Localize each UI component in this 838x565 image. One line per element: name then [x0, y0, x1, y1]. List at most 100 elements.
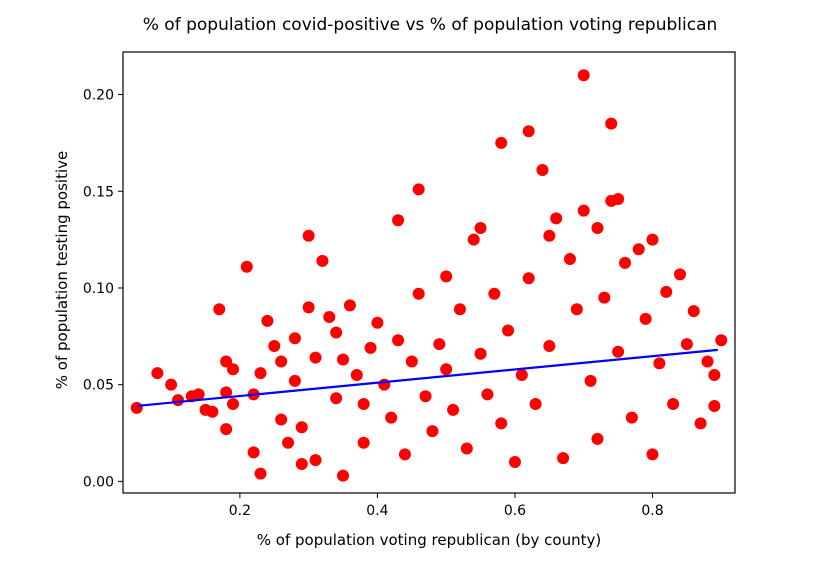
y-tick-label: 0.00 [83, 474, 114, 490]
data-point [591, 432, 604, 445]
data-point [660, 285, 673, 298]
data-point [302, 229, 315, 242]
chart-title: % of population covid-positive vs % of p… [143, 15, 718, 35]
data-point [412, 287, 425, 300]
data-point [694, 417, 707, 430]
data-point [708, 369, 721, 382]
fit-line-layer [136, 348, 718, 408]
data-point [584, 374, 597, 387]
data-point [426, 425, 439, 438]
x-axis-label: % of population voting republican (by co… [257, 531, 601, 549]
data-point [254, 467, 267, 480]
data-point [577, 204, 590, 217]
data-point [309, 351, 322, 364]
data-point [495, 136, 508, 149]
data-point [220, 386, 233, 399]
data-point [495, 417, 508, 430]
data-point [337, 469, 350, 482]
data-point [701, 355, 714, 368]
data-point [646, 448, 659, 461]
data-point [288, 332, 301, 345]
data-point [522, 272, 535, 285]
data-point [275, 413, 288, 426]
data-point [522, 125, 535, 138]
x-tick-label: 0.6 [504, 503, 526, 519]
data-point [550, 212, 563, 225]
data-point [371, 316, 384, 329]
data-point [543, 340, 556, 352]
data-point [261, 314, 274, 327]
data-point [302, 301, 315, 314]
data-point [612, 193, 625, 205]
data-point [419, 390, 432, 403]
data-point [330, 326, 343, 339]
data-point [598, 291, 611, 304]
y-tick-label: 0.10 [83, 281, 114, 297]
data-point [309, 454, 322, 467]
data-point [447, 403, 460, 416]
data-point [192, 388, 205, 401]
data-point [502, 324, 515, 337]
x-tick-label: 0.4 [366, 503, 388, 519]
data-point [275, 355, 288, 368]
data-point [474, 347, 487, 360]
data-point [570, 303, 583, 316]
data-point [392, 214, 405, 227]
y-tick-label: 0.05 [83, 378, 114, 394]
data-point [680, 338, 693, 351]
x-axis-ticks: 0.2 0.4 0.6 0.8 [229, 493, 664, 519]
plot-area [122, 51, 736, 494]
data-point [557, 452, 570, 465]
y-tick-label: 0.15 [83, 184, 114, 200]
data-point [467, 233, 480, 246]
data-point [612, 345, 625, 358]
data-point [165, 378, 178, 391]
data-point [172, 394, 185, 407]
data-point [460, 442, 473, 455]
data-point [357, 398, 370, 411]
points-layer [130, 69, 728, 482]
data-point [151, 367, 164, 380]
data-point [130, 401, 143, 414]
data-point [529, 398, 542, 411]
data-point [605, 117, 618, 130]
data-point [350, 369, 363, 382]
data-point [543, 229, 556, 242]
data-point [295, 457, 308, 470]
data-point [577, 69, 590, 82]
data-point [323, 310, 336, 323]
data-point [330, 392, 343, 405]
data-point [515, 369, 528, 382]
data-point [282, 436, 295, 449]
x-tick-label: 0.2 [229, 503, 251, 519]
data-point [687, 305, 700, 318]
data-point [673, 268, 686, 281]
data-point [536, 163, 549, 176]
data-point [667, 398, 680, 411]
data-point [227, 363, 240, 376]
data-point [227, 398, 240, 411]
data-point [220, 423, 233, 436]
data-point [343, 299, 356, 312]
data-point [412, 183, 425, 196]
data-point [488, 287, 501, 300]
data-point [405, 355, 418, 368]
data-point [453, 303, 466, 316]
data-point [563, 252, 576, 265]
data-point [364, 341, 377, 354]
data-point [288, 374, 301, 387]
data-point [268, 340, 281, 352]
data-point [639, 312, 652, 325]
data-point [508, 456, 521, 469]
data-point [440, 363, 453, 376]
data-point [240, 260, 253, 273]
data-point [715, 334, 728, 347]
data-point [392, 334, 405, 347]
data-point [653, 357, 666, 370]
data-point [632, 243, 645, 256]
data-point [708, 399, 721, 412]
data-point [440, 270, 453, 283]
data-point [398, 448, 411, 461]
x-tick-label: 0.8 [641, 503, 663, 519]
